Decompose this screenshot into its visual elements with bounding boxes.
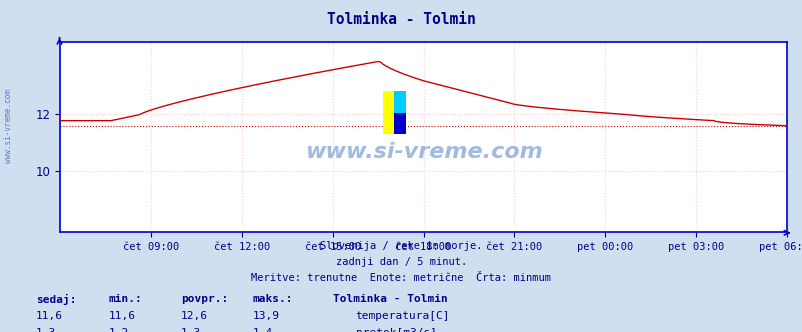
Text: zadnji dan / 5 minut.: zadnji dan / 5 minut. (335, 257, 467, 267)
Text: 11,6: 11,6 (36, 311, 63, 321)
Text: Tolminka - Tolmin: Tolminka - Tolmin (326, 12, 476, 27)
Text: sedaj:: sedaj: (36, 294, 76, 305)
Polygon shape (383, 91, 405, 134)
Polygon shape (394, 91, 405, 113)
Text: pretok[m3/s]: pretok[m3/s] (355, 328, 436, 332)
Text: 1,3: 1,3 (36, 328, 56, 332)
Text: 12,6: 12,6 (180, 311, 208, 321)
Polygon shape (394, 113, 405, 134)
Text: maks.:: maks.: (253, 294, 293, 304)
Text: Tolminka - Tolmin: Tolminka - Tolmin (333, 294, 448, 304)
Text: Slovenija / reke in morje.: Slovenija / reke in morje. (320, 241, 482, 251)
Text: Meritve: trenutne  Enote: metrične  Črta: minmum: Meritve: trenutne Enote: metrične Črta: … (251, 273, 551, 283)
Text: 1,2: 1,2 (108, 328, 128, 332)
Text: 13,9: 13,9 (253, 311, 280, 321)
Text: povpr.:: povpr.: (180, 294, 228, 304)
Text: 1,4: 1,4 (253, 328, 273, 332)
Text: 11,6: 11,6 (108, 311, 136, 321)
Text: www.si-vreme.com: www.si-vreme.com (3, 89, 13, 163)
Text: 1,3: 1,3 (180, 328, 200, 332)
Text: www.si-vreme.com: www.si-vreme.com (304, 142, 542, 162)
Text: min.:: min.: (108, 294, 142, 304)
Text: temperatura[C]: temperatura[C] (355, 311, 450, 321)
